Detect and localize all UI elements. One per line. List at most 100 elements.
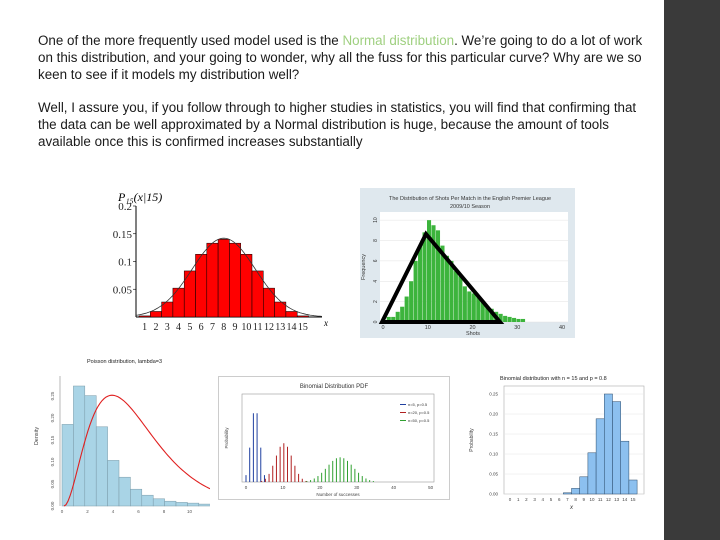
paragraph-intro: One of the more frequently used model us…	[38, 32, 656, 83]
fig1-bar-4	[172, 287, 185, 318]
fig2-bar	[391, 316, 396, 322]
fig2-bar	[458, 276, 463, 322]
fig1-bar-10	[240, 254, 253, 318]
fig5-xtick: 12	[606, 497, 612, 502]
fig5-bar	[612, 401, 621, 495]
fig5-bar	[587, 452, 597, 495]
fig2-bar	[422, 232, 427, 322]
fig1-ytick: 0.05	[113, 284, 133, 296]
fig4-bars	[245, 413, 374, 482]
fig1-xtick: 12	[264, 322, 274, 333]
fig1-bar-2	[150, 311, 162, 318]
fig5-xtick: 11	[598, 497, 603, 502]
fig4-title: Binomial Distribution PDF	[300, 384, 369, 390]
fig4-xtick: 50	[428, 485, 434, 490]
fig5-xtick: 6	[558, 497, 561, 502]
fig3-bar	[141, 494, 154, 507]
fig1-bar-7	[206, 242, 219, 318]
figure-red-binomial: P₁₅(x|15) 0.20.150.10.05 1 2 3 4 5 6 7 8 9 10 11 12…	[113, 190, 328, 333]
fig3-bar	[187, 502, 200, 507]
fig2-bar	[467, 291, 472, 322]
fig1-xtick: 8	[221, 322, 226, 333]
fig3-bar	[130, 488, 143, 507]
fig5-xtick: 7	[566, 497, 569, 502]
fig4-xtick: 20	[317, 485, 323, 490]
fig1-xtick: 5	[187, 322, 192, 333]
fig5-xtick: 10	[589, 497, 595, 502]
fig5-ytick: 0.10	[489, 452, 498, 457]
fig1-ytick: 0.2	[118, 201, 132, 213]
fig3-bar	[61, 424, 74, 507]
fig2-ytick: 0	[373, 320, 379, 323]
fig2-triangle-outline	[378, 230, 505, 324]
fig4-legend-label: n=5, p=0.5	[408, 402, 428, 407]
fig4-legend-label: n=20, p=0.5	[408, 410, 430, 415]
fig1-bar-12	[263, 287, 275, 318]
fig2-bar	[476, 296, 481, 322]
fig5-bar	[628, 479, 638, 495]
fig3-bar	[164, 500, 177, 507]
fig1-xtick: 1	[142, 322, 147, 333]
fig5-ytick: 0.00	[489, 492, 498, 497]
fig3-bar	[152, 498, 165, 507]
fig5-xtick: 3	[533, 497, 536, 502]
fig2-ylabel: Frequency	[361, 254, 367, 280]
fig2-bar	[413, 260, 418, 322]
fig2-bar	[480, 301, 485, 322]
fig2-xtick: 40	[559, 325, 565, 331]
fig2-bar	[449, 260, 454, 322]
fig1-bar-9	[229, 242, 241, 318]
fig2-xlabel: Shots	[466, 331, 480, 337]
fig2-xtick: 30	[514, 325, 520, 331]
fig1-xtick: 7	[210, 322, 215, 333]
fig2-bar	[512, 317, 517, 322]
figure-binomial-n15: Binomial distribution with n = 15 and p …	[469, 376, 645, 510]
fig2-bar	[516, 318, 521, 322]
fig2-bar	[418, 245, 423, 322]
fig1-xtick: 15	[298, 322, 308, 333]
fig2-bar	[431, 225, 436, 322]
fig2-bar	[521, 318, 526, 322]
fig1-x-ticks: 1 2 3 4 5 6 7 8 9 10 11 12 13 14 15	[142, 322, 308, 333]
fig5-xtick: 9	[583, 497, 586, 502]
fig3-x-ticks: 0 2 4 6 8 10	[61, 509, 193, 514]
fig2-bar	[507, 316, 512, 322]
fig2-ytick: 6	[373, 259, 379, 262]
fig2-bar	[489, 308, 494, 322]
fig1-xtick: 4	[176, 322, 181, 333]
fig4-xtick: 30	[354, 485, 360, 490]
fig5-xtick: 0	[509, 497, 512, 502]
fig3-bar	[198, 503, 210, 507]
fig2-xtick: 10	[425, 325, 431, 331]
fig3-xtick: 4	[112, 509, 115, 514]
fig4-xlabel: Number of successes	[316, 492, 360, 497]
intro-text-end: . We’re going to do a lot of work on thi…	[38, 33, 643, 82]
fig3-bar	[107, 460, 120, 507]
fig2-bar	[440, 245, 445, 322]
fig2-ytick: 10	[373, 217, 379, 223]
fig4-xtick: 0	[245, 485, 248, 490]
fig2-y-ticks: 0 2 4 6 8 10	[373, 217, 379, 323]
fig2-bar	[471, 293, 476, 322]
fig5-bar	[579, 476, 589, 495]
fig5-xtick: 8	[574, 497, 577, 502]
fig5-ytick: 0.15	[489, 432, 498, 437]
fig2-xtick: 20	[469, 325, 475, 331]
fig3-ytick: 0.15	[50, 435, 55, 444]
fig5-xtick: 13	[614, 497, 620, 502]
fig1-xtick: 10	[241, 322, 251, 333]
fig5-ytick: 0.20	[489, 412, 498, 417]
fig1-bar-13	[274, 301, 287, 318]
fig1-bar-6	[195, 254, 208, 318]
fig5-xtick: 4	[542, 497, 545, 502]
fig2-title: The Distribution of Shots Per Match in t…	[389, 196, 551, 202]
fig1-normal-curve	[135, 237, 323, 317]
fig5-xtick: 5	[550, 497, 553, 502]
fig2-bar	[485, 306, 490, 322]
fig1-xtick: 14	[287, 322, 297, 333]
fig1-y-ticks: 0.2 0.15 0.1 0.05	[113, 201, 136, 296]
fig2-xtick: 0	[381, 325, 384, 331]
fig5-xtick: 1	[517, 497, 520, 502]
fig2-bar	[435, 230, 441, 322]
intro-text-start: One of the more frequently used model us…	[38, 33, 343, 48]
